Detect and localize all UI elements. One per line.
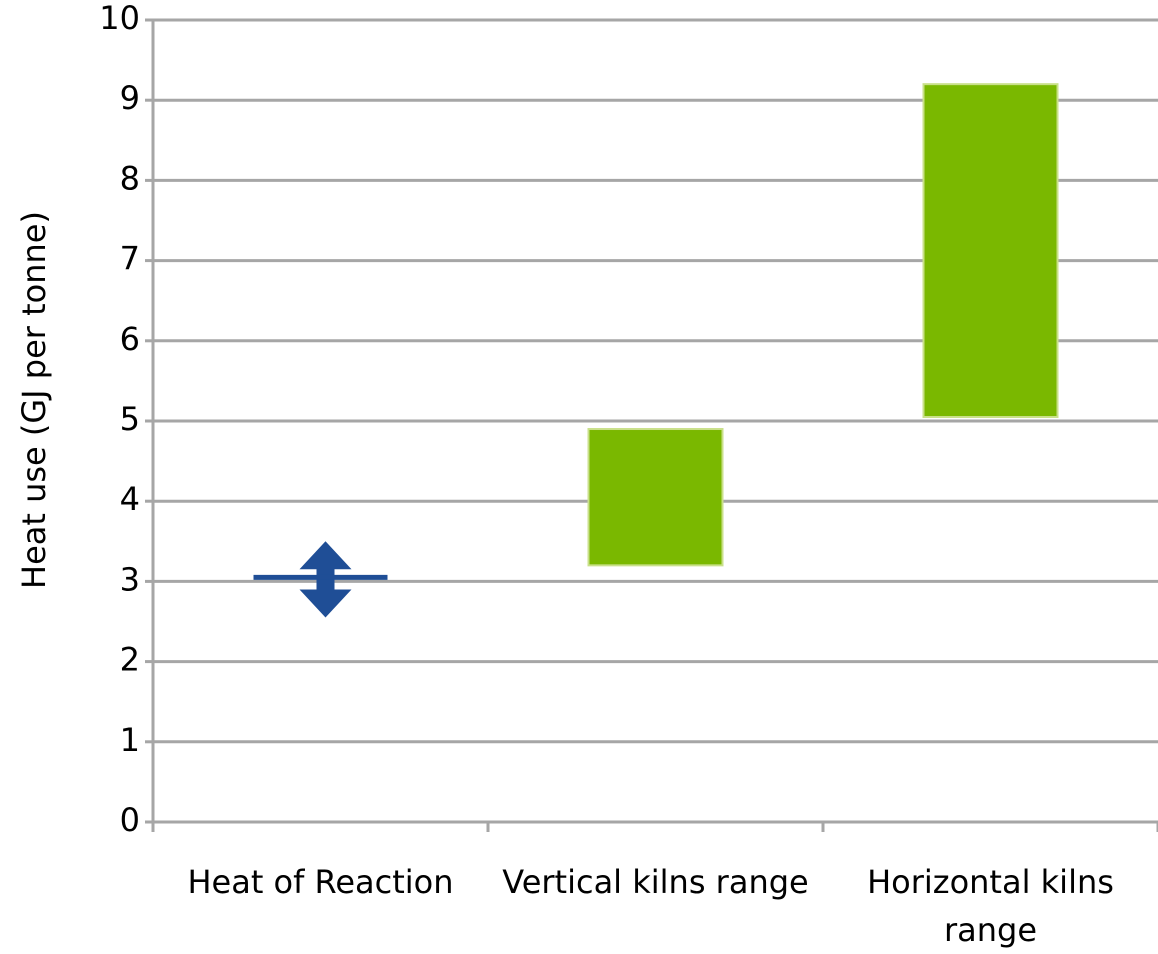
y-axis-label: Heat use (GJ per tonne): [15, 211, 53, 589]
y-tick-label: 0: [120, 801, 140, 839]
y-tick-label: 4: [120, 480, 140, 518]
y-tick-label: 10: [99, 0, 140, 37]
y-tick-label: 6: [120, 320, 140, 358]
x-tick-label: Horizontal kilns range: [867, 863, 1114, 949]
y-tick-label: 7: [120, 240, 140, 278]
y-tick-label: 8: [120, 159, 140, 197]
y-tick-label: 2: [120, 641, 140, 679]
x-tick-label: Heat of Reaction: [187, 863, 454, 901]
y-tick-label: 9: [120, 79, 140, 117]
y-tick-label: 5: [120, 400, 140, 438]
y-tick-label: 3: [120, 560, 140, 598]
range-bar: [587, 428, 724, 567]
x-tick-label: Vertical kilns range: [502, 863, 809, 901]
y-tick-label: 1: [120, 721, 140, 759]
range-bar: [922, 83, 1059, 418]
